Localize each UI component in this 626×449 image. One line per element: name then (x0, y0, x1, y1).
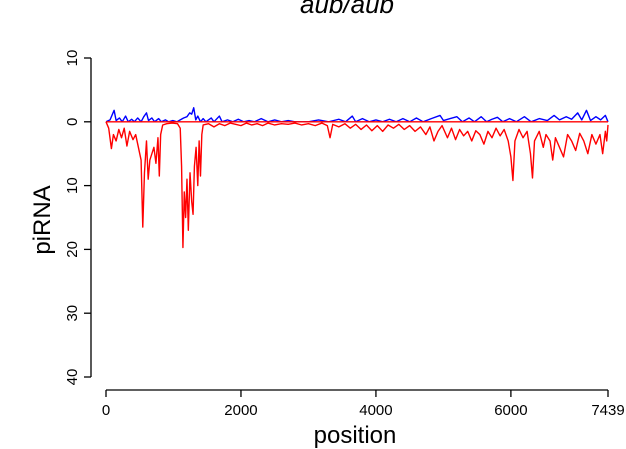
y-tick-label: 40 (64, 369, 81, 386)
series-line-2 (105, 121, 609, 249)
x-tick-label: 0 (102, 402, 110, 419)
series-line-1 (105, 107, 609, 123)
y-ticks: 10 0 10 20 30 40 (64, 50, 91, 386)
y-tick-label: 10 (64, 177, 81, 194)
plot-area (105, 107, 609, 249)
y-tick-label: 10 (64, 50, 81, 67)
x-axis-label: position (314, 422, 397, 449)
y-axis-label: piRNA (29, 185, 56, 254)
x-tick-label: 4000 (359, 402, 392, 419)
chart-title: aub/aub (300, 0, 394, 19)
y-axis: 10 0 10 20 30 40 (64, 50, 92, 386)
x-axis: 0 2000 4000 6000 7439 (102, 389, 625, 419)
y-tick-label: 20 (64, 241, 81, 258)
y-tick-label: 30 (64, 305, 81, 322)
series-layer (105, 107, 609, 249)
y-tick-label: 0 (64, 118, 81, 126)
x-ticks: 0 2000 4000 6000 7439 (102, 390, 625, 419)
x-tick-label: 7439 (591, 402, 624, 419)
x-tick-label: 2000 (224, 402, 257, 419)
x-tick-label: 6000 (494, 402, 527, 419)
